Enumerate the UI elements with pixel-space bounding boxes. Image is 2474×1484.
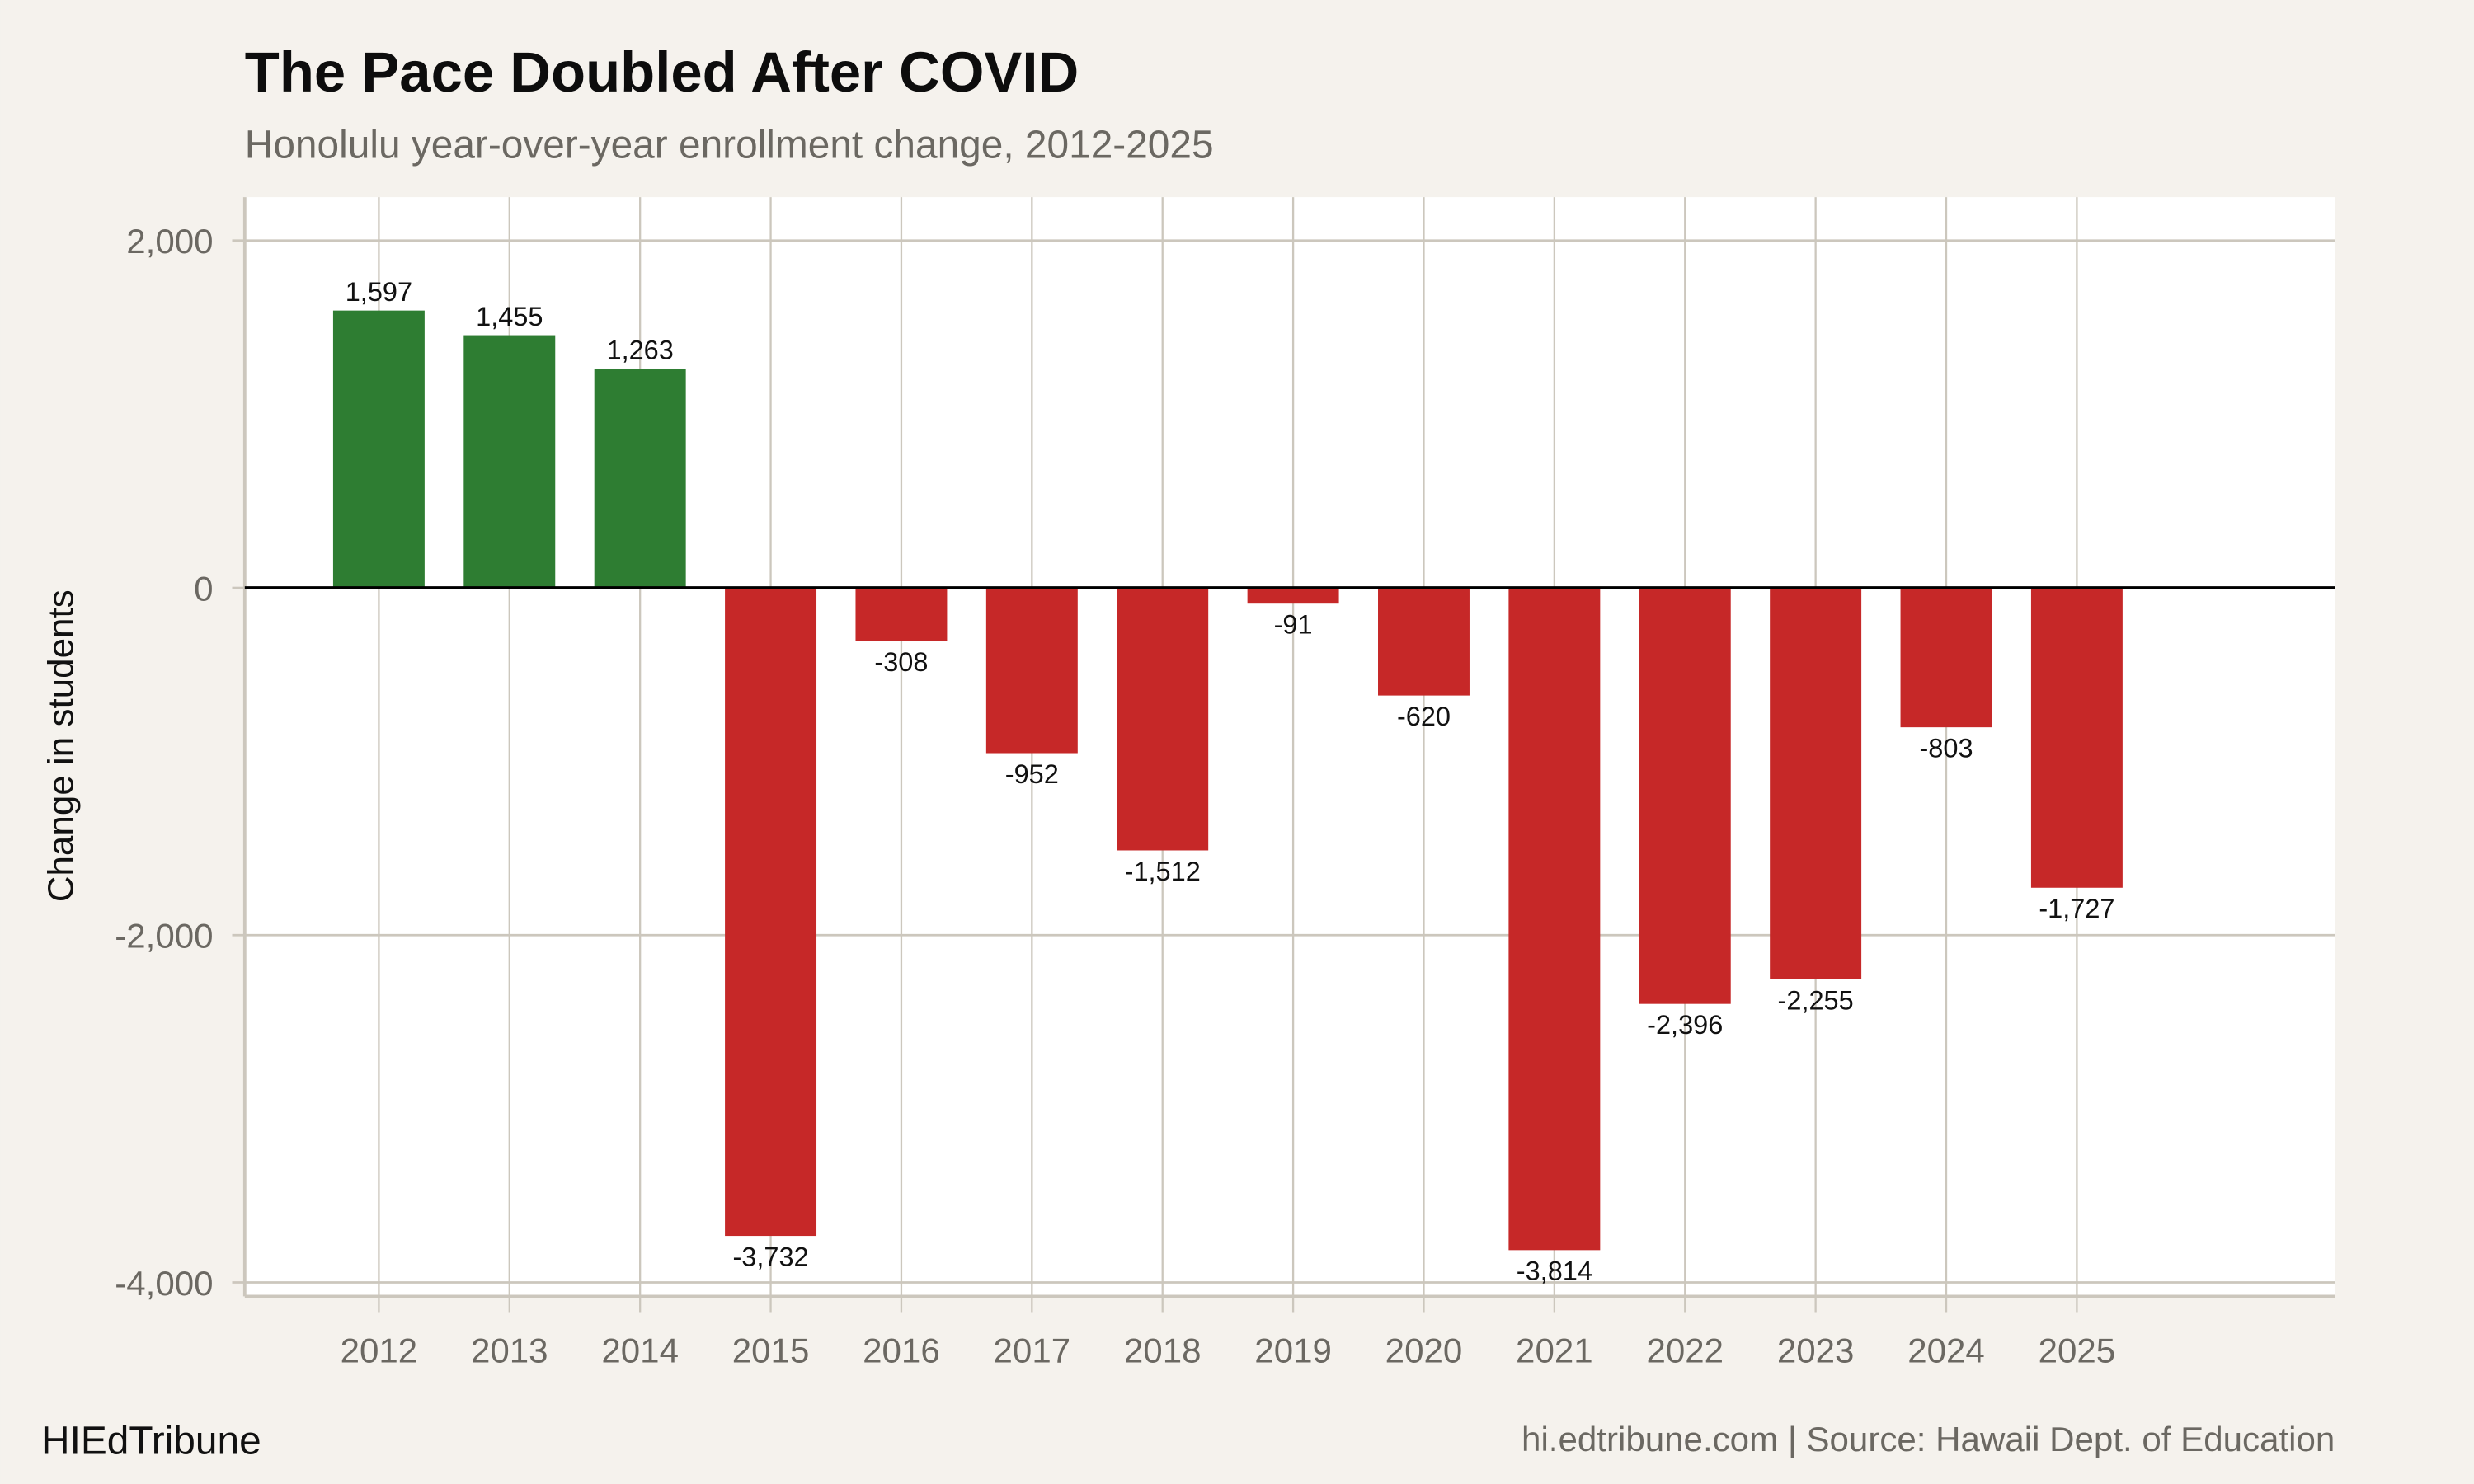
- data-label-2012: 1,597: [346, 277, 412, 307]
- brand-logo-text: HIEdTribune: [41, 1420, 261, 1463]
- bar-2025: [2030, 588, 2123, 888]
- chart-subtitle: Honolulu year-over-year enrollment chang…: [245, 123, 1214, 167]
- bar-2024: [1900, 588, 1992, 728]
- bar-2023: [1770, 588, 1862, 979]
- bar-2022: [1639, 588, 1731, 1004]
- bar-2014: [594, 368, 686, 589]
- x-tick-label: 2012: [341, 1331, 418, 1370]
- x-tick-label: 2017: [994, 1331, 1071, 1370]
- y-tick-label: 0: [194, 569, 213, 608]
- chart-title: The Pace Doubled After COVID: [245, 40, 1079, 104]
- data-label-2025: -1,727: [2039, 894, 2114, 923]
- x-tick-label: 2019: [1254, 1331, 1332, 1370]
- data-label-2021: -3,814: [1517, 1256, 1592, 1286]
- x-tick-label: 2018: [1124, 1331, 1202, 1370]
- data-label-2018: -1,512: [1125, 857, 1201, 886]
- bars: [332, 310, 2123, 1251]
- bar-2013: [463, 335, 556, 589]
- y-axis-label: Change in students: [40, 589, 81, 902]
- data-label-2013: 1,455: [476, 302, 543, 331]
- data-label-2024: -803: [1919, 733, 1973, 763]
- x-tick-label: 2016: [863, 1331, 940, 1370]
- y-tick-label: -2,000: [115, 917, 213, 956]
- bar-2016: [855, 588, 948, 641]
- data-label-2015: -3,732: [732, 1242, 808, 1271]
- x-tick-label: 2021: [1516, 1331, 1593, 1370]
- data-labels: 1,597 1,455 1,263 -3,732 -308 -952 -1,512 -91 -6…: [346, 277, 2115, 1286]
- plot-panel: [244, 197, 2335, 1297]
- data-label-2023: -2,255: [1778, 985, 1854, 1015]
- bar-2019: [1247, 588, 1339, 604]
- data-label-2014: 1,263: [607, 336, 674, 365]
- data-label-2020: -620: [1397, 702, 1451, 731]
- x-tick-label: 2022: [1646, 1331, 1724, 1370]
- bar-2017: [985, 588, 1078, 754]
- bar-2020: [1378, 588, 1470, 696]
- x-tick-label: 2013: [471, 1331, 548, 1370]
- y-tick-label: 2,000: [126, 222, 213, 261]
- data-label-2016: -308: [874, 647, 928, 677]
- data-label-2022: -2,396: [1647, 1010, 1723, 1040]
- x-tick-label: 2014: [601, 1331, 679, 1370]
- axes: 2012 2013 2014 2015 2016 2017 2018 2019 2020 2021…: [115, 197, 2335, 1370]
- data-label-2017: -952: [1005, 759, 1059, 789]
- x-tick-label: 2024: [1907, 1331, 1985, 1370]
- x-tick-label: 2020: [1385, 1331, 1463, 1370]
- bar-2021: [1508, 588, 1601, 1251]
- bar-2015: [725, 588, 817, 1237]
- bar-2018: [1117, 588, 1209, 851]
- x-tick-label: 2023: [1777, 1331, 1855, 1370]
- y-tick-label: -4,000: [115, 1264, 213, 1303]
- bar-2012: [332, 310, 425, 589]
- x-tick-label: 2025: [2039, 1331, 2116, 1370]
- source-note: hi.edtribune.com | Source: Hawaii Dept. …: [1522, 1420, 2335, 1458]
- data-label-2019: -91: [1274, 610, 1313, 640]
- x-tick-label: 2015: [732, 1331, 810, 1370]
